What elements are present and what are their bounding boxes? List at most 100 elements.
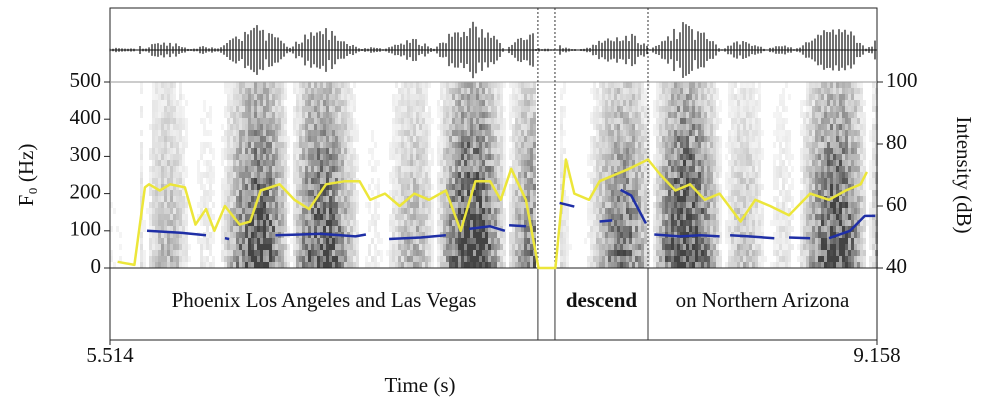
spectrogram-cell <box>473 142 476 148</box>
spectrogram-cell <box>425 220 428 226</box>
spectrogram-cell <box>602 142 605 148</box>
spectrogram-cell <box>239 214 242 220</box>
spectrogram-cell <box>419 148 422 154</box>
spectrogram-cell <box>236 202 239 208</box>
spectrogram-cell <box>515 232 518 238</box>
spectrogram-cell <box>608 148 611 154</box>
spectrogram-cell <box>500 154 503 160</box>
spectrogram-cell <box>533 190 536 196</box>
spectrogram-cell <box>323 118 326 124</box>
spectrogram-cell <box>482 190 485 196</box>
spectrogram-cell <box>566 208 569 214</box>
spectrogram-cell <box>641 238 644 244</box>
spectrogram-cell <box>371 130 374 136</box>
spectrogram-cell <box>155 130 158 136</box>
spectrogram-cell <box>155 100 158 106</box>
spectrogram-cell <box>422 166 425 172</box>
spectrogram-cell <box>431 226 434 232</box>
spectrogram-cell <box>224 226 227 232</box>
spectrogram-cell <box>524 148 527 154</box>
spectrogram-cell <box>401 94 404 100</box>
spectrogram-cell <box>308 178 311 184</box>
spectrogram-cell <box>719 148 722 154</box>
spectrogram-cell <box>308 82 311 88</box>
spectrogram-cell <box>335 106 338 112</box>
spectrogram-cell <box>611 214 614 220</box>
spectrogram-cell <box>635 232 638 238</box>
spectrogram-cell <box>314 214 317 220</box>
spectrogram-cell <box>716 136 719 142</box>
spectrogram-cell <box>737 112 740 118</box>
spectrogram-cell <box>707 208 710 214</box>
spectrogram-cell <box>323 226 326 232</box>
spectrogram-cell <box>512 82 515 88</box>
spectrogram-cell <box>644 154 647 160</box>
spectrogram-cell <box>596 256 599 262</box>
spectrogram-cell <box>347 160 350 166</box>
spectrogram-cell <box>392 262 395 268</box>
spectrogram-cell <box>458 130 461 136</box>
spectrogram-cell <box>707 178 710 184</box>
spectrogram-cell <box>341 202 344 208</box>
spectrogram-cell <box>230 202 233 208</box>
spectrogram-cell <box>149 238 152 244</box>
spectrogram-cell <box>422 214 425 220</box>
spectrogram-cell <box>329 106 332 112</box>
spectrogram-cell <box>332 262 335 268</box>
spectrogram-cell <box>491 154 494 160</box>
spectrogram-cell <box>239 232 242 238</box>
spectrogram-cell <box>263 160 266 166</box>
spectrogram-cell <box>593 262 596 268</box>
spectrogram-cell <box>644 136 647 142</box>
spectrogram-cell <box>596 202 599 208</box>
spectrogram-cell <box>347 88 350 94</box>
spectrogram-cell <box>260 238 263 244</box>
spectrogram-cell <box>140 172 143 178</box>
spectrogram-cell <box>446 238 449 244</box>
spectrogram-cell <box>515 118 518 124</box>
spectrogram-cell <box>641 88 644 94</box>
spectrogram-cell <box>152 214 155 220</box>
spectrogram-cell <box>689 136 692 142</box>
spectrogram-cell <box>596 124 599 130</box>
spectrogram-cell <box>233 136 236 142</box>
spectrogram-cell <box>158 142 161 148</box>
spectrogram-cell <box>230 112 233 118</box>
spectrogram-cell <box>254 94 257 100</box>
spectrogram-cell <box>170 196 173 202</box>
spectrogram-cell <box>713 172 716 178</box>
spectrogram-cell <box>317 124 320 130</box>
spectrogram-cell <box>734 208 737 214</box>
spectrogram-cell <box>224 232 227 238</box>
spectrogram-cell <box>404 250 407 256</box>
spectrogram-cell <box>431 208 434 214</box>
spectrogram-cell <box>245 178 248 184</box>
spectrogram-cell <box>368 220 371 226</box>
spectrogram-cell <box>599 94 602 100</box>
spectrogram-cell <box>626 154 629 160</box>
spectrogram-cell <box>734 130 737 136</box>
spectrogram-cell <box>203 202 206 208</box>
spectrogram-cell <box>206 244 209 250</box>
spectrogram-cell <box>446 160 449 166</box>
spectrogram-cell <box>644 166 647 172</box>
spectrogram-cell <box>449 184 452 190</box>
spectrogram-cell <box>413 214 416 220</box>
spectrogram-cell <box>704 256 707 262</box>
spectrogram-cell <box>305 178 308 184</box>
spectrogram-cell <box>620 154 623 160</box>
spectrogram-cell <box>524 184 527 190</box>
spectrogram-cell <box>467 136 470 142</box>
spectrogram-cell <box>671 214 674 220</box>
spectrogram-cell <box>152 118 155 124</box>
spectrogram-cell <box>629 118 632 124</box>
spectrogram-cell <box>317 262 320 268</box>
spectrogram-cell <box>626 184 629 190</box>
spectrogram-cell <box>326 148 329 154</box>
spectrogram-cell <box>497 214 500 220</box>
spectrogram-cell <box>206 172 209 178</box>
spectrogram-cell <box>266 226 269 232</box>
spectrogram-cell <box>182 136 185 142</box>
spectrogram-cell <box>161 118 164 124</box>
spectrogram-cell <box>698 214 701 220</box>
